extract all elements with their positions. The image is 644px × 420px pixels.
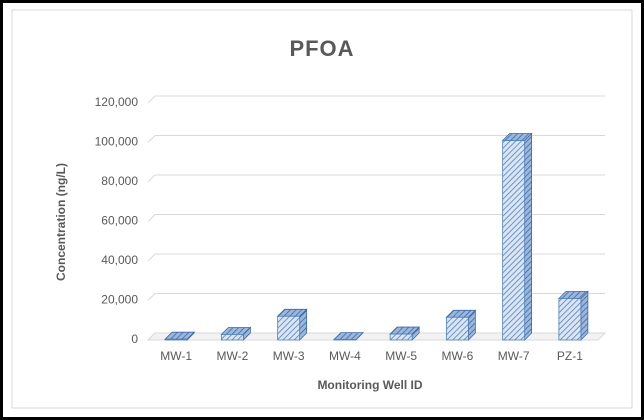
bar-side <box>524 132 533 341</box>
x-tick-label: MW-7 <box>498 349 530 363</box>
bar <box>445 316 469 341</box>
grid-line <box>147 95 605 104</box>
bar <box>502 140 526 341</box>
y-tick-label: 20,000 <box>101 293 138 307</box>
chart-area <box>11 9 633 409</box>
y-tick-label: 0 <box>131 332 138 346</box>
y-tick-label: 100,000 <box>95 135 139 149</box>
y-tick-label: 120,000 <box>95 95 139 109</box>
y-tick-label: 80,000 <box>101 174 138 188</box>
chart-title: PFOA <box>289 36 354 61</box>
bar-side <box>580 290 589 341</box>
x-tick-label: MW-6 <box>441 349 473 363</box>
y-tick-label: 60,000 <box>101 214 138 228</box>
y-tick-label: 40,000 <box>101 253 138 267</box>
grid-line <box>147 253 605 262</box>
x-axis-label: Monitoring Well ID <box>317 378 422 392</box>
x-tick-label: MW-1 <box>160 349 192 363</box>
x-tick-label: MW-3 <box>273 349 305 363</box>
grid-line <box>147 293 605 301</box>
bar <box>389 333 413 341</box>
grid-line <box>147 174 605 183</box>
y-axis-label: Concentration (ng/L) <box>54 163 68 281</box>
x-tick-label: MW-2 <box>216 349 248 363</box>
grid-line <box>147 214 605 222</box>
floor <box>146 332 607 341</box>
grid-line <box>147 135 605 143</box>
x-tick-label: MW-5 <box>385 349 417 363</box>
x-tick-label: PZ-1 <box>557 349 583 363</box>
bar <box>164 338 188 341</box>
x-tick-label: MW-4 <box>329 349 361 363</box>
bar <box>277 315 301 341</box>
bar <box>558 298 582 341</box>
bar <box>220 334 244 341</box>
